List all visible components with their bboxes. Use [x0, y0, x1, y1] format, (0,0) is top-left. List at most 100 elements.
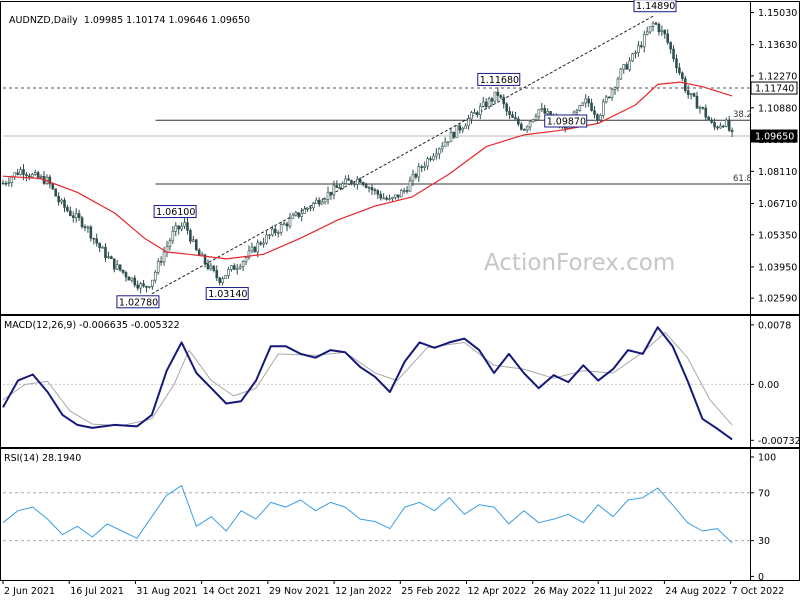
candle-body: [505, 103, 508, 112]
candle-body: [174, 225, 178, 232]
candle-body: [411, 174, 415, 182]
candle-body: [66, 207, 69, 212]
candle-body: [470, 112, 473, 120]
candle-body: [353, 183, 356, 185]
candle-body: [394, 194, 397, 198]
candle-body: [707, 116, 710, 121]
candle-body: [593, 110, 596, 115]
candle-body: [60, 199, 63, 203]
candle-body: [256, 242, 260, 253]
candle-body: [599, 115, 602, 121]
candle-body: [30, 174, 34, 178]
candle-body: [118, 264, 122, 271]
candle-body: [575, 110, 579, 113]
candle-body: [215, 270, 219, 279]
candle-body: [54, 188, 58, 197]
candle-body: [250, 246, 254, 252]
x-axis-label: 12 Apr 2022: [468, 586, 527, 597]
rsi-y-tick-label: 100: [758, 452, 776, 463]
candle-body: [426, 158, 429, 167]
candle-body: [590, 102, 593, 111]
candle-body: [443, 141, 447, 147]
candle-body: [657, 23, 661, 33]
candle-body: [22, 169, 25, 175]
candle-body: [203, 254, 207, 264]
candle-body: [238, 266, 242, 269]
candle-body: [63, 199, 66, 208]
candle-body: [537, 109, 541, 118]
candle-body: [692, 93, 696, 97]
candle-body: [194, 239, 198, 251]
candle-body: [701, 106, 705, 109]
x-axis-label: 11 Jul 2022: [599, 586, 653, 597]
candle-body: [710, 119, 713, 123]
candle-body: [320, 201, 324, 205]
candle-body: [180, 225, 183, 230]
candle-body: [282, 223, 286, 226]
candle-body: [4, 182, 8, 185]
candle-body: [341, 183, 344, 189]
candle-body: [262, 242, 265, 245]
candle-body: [628, 60, 631, 70]
candle-body: [227, 269, 230, 276]
candle-body: [364, 184, 368, 188]
rsi-line: [2, 485, 733, 544]
current-price-text: 1.09650: [755, 132, 794, 143]
candle-body: [625, 64, 629, 70]
x-axis-label: 25 Feb 2022: [401, 586, 460, 597]
candle-body: [235, 267, 239, 270]
candle-body: [115, 264, 119, 270]
candle-body: [525, 126, 529, 131]
candle-body: [496, 91, 500, 96]
candle-body: [1, 182, 5, 185]
candle-body: [33, 172, 37, 175]
candle-body: [514, 117, 517, 120]
x-axis-label: 29 Nov 2021: [269, 586, 330, 597]
candle-body: [417, 166, 421, 178]
macd-y-tick-label: 0.0078: [758, 320, 791, 331]
candle-body: [265, 234, 268, 244]
candle-body: [177, 225, 180, 230]
candle-body: [581, 102, 585, 106]
candle-body: [584, 98, 588, 104]
candle-body: [230, 265, 233, 270]
candle-body: [107, 256, 110, 259]
candle-body: [604, 96, 608, 103]
candle-body: [294, 212, 298, 216]
candle-body: [130, 277, 134, 281]
candle-body: [640, 45, 643, 48]
candle-body: [719, 125, 722, 129]
candle-body: [648, 26, 652, 33]
candle-body: [306, 208, 309, 210]
annotation-label: 1.09870: [547, 116, 586, 127]
candle-body: [271, 228, 274, 236]
candle-body: [247, 250, 251, 258]
candle-body: [493, 91, 497, 102]
candle-body: [642, 34, 646, 48]
candle-body: [218, 277, 221, 283]
candle-body: [25, 174, 28, 177]
x-axis-label: 24 Aug 2022: [665, 586, 726, 597]
candle-body: [28, 175, 31, 178]
candle-body: [51, 183, 55, 190]
candle-body: [681, 72, 684, 79]
candle-body: [432, 155, 435, 160]
candle-body: [546, 111, 549, 114]
candle-body: [370, 187, 374, 191]
candle-body: [148, 286, 151, 288]
candle-body: [461, 128, 465, 131]
candle-body: [587, 98, 590, 104]
candle-body: [197, 249, 201, 256]
candle-body: [596, 114, 599, 121]
candle-body: [212, 265, 216, 271]
macd-signal-line: [2, 332, 733, 427]
candle-body: [637, 45, 640, 54]
candle-body: [192, 239, 195, 242]
annotation-box: [205, 287, 249, 301]
candle-body: [724, 119, 728, 127]
annotation-box: [477, 72, 521, 86]
candle-body: [19, 169, 22, 175]
candle-body: [139, 283, 142, 289]
candle-body: [259, 242, 262, 245]
